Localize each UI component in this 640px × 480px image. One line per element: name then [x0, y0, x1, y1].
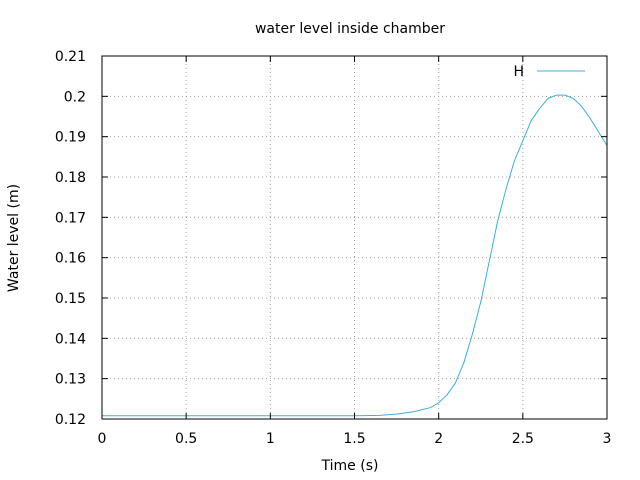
- y-tick-label: 0.14: [55, 331, 86, 347]
- x-tick-label: 1.5: [343, 431, 365, 447]
- y-axis-ticks: 0.12 0.13 0.14 0.15 0.16 0.17 0.18 0.19 0.2 0.21: [55, 49, 607, 428]
- x-tick-label: 0.5: [175, 431, 197, 447]
- x-axis-ticks: 0 0.5 1 1.5 2 2.5 3: [98, 56, 612, 447]
- grid-lines: [102, 56, 607, 419]
- chart-title: water level inside chamber: [255, 21, 445, 37]
- y-axis-label: Water level (m): [6, 184, 22, 292]
- y-tick-label: 0.16: [55, 251, 86, 267]
- x-tick-label: 2: [434, 431, 443, 447]
- y-tick-label: 0.17: [55, 210, 86, 226]
- x-tick-label: 1: [266, 431, 275, 447]
- y-tick-label: 0.18: [55, 170, 86, 186]
- legend-label: H: [513, 64, 524, 80]
- x-tick-label: 2.5: [512, 431, 534, 447]
- legend: H: [513, 64, 585, 80]
- x-axis-label: Time (s): [321, 458, 379, 474]
- y-tick-label: 0.13: [55, 372, 86, 388]
- y-tick-label: 0.19: [55, 130, 86, 146]
- x-tick-label: 3: [603, 431, 612, 447]
- series-line-H: [102, 94, 608, 417]
- series-layer: [102, 94, 608, 417]
- x-tick-label: 0: [98, 431, 107, 447]
- y-tick-label: 0.2: [64, 89, 86, 105]
- y-tick-label: 0.12: [55, 412, 86, 428]
- y-tick-label: 0.21: [55, 49, 86, 65]
- y-tick-label: 0.15: [55, 291, 86, 307]
